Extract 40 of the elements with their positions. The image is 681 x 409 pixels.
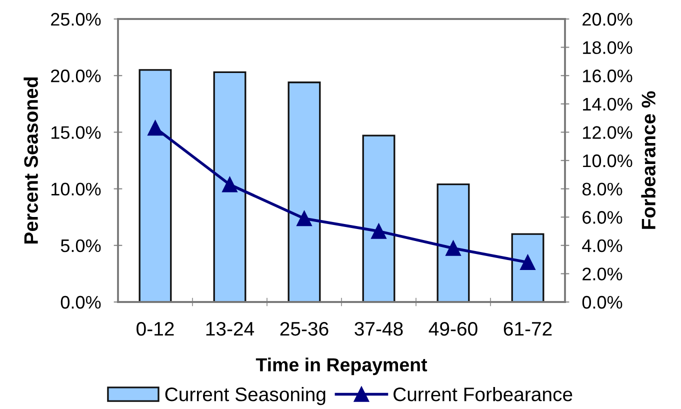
point: [148, 120, 163, 136]
legend-label: Current Forbearance: [394, 386, 572, 402]
y-tick-label: 15.0%: [52, 126, 101, 139]
y2-tick-label: 12.0%: [583, 126, 632, 139]
bar: [288, 82, 321, 302]
x-tick-label: 37-48: [354, 322, 403, 336]
x-axis-title: Time in Repayment: [256, 358, 428, 376]
bar: [213, 71, 246, 302]
x-tick-label: 61-72: [504, 322, 552, 336]
y-axis-title: Percent Seasoned: [24, 77, 38, 244]
bar: [436, 183, 470, 302]
bar: [138, 69, 172, 302]
y-tick-label: 5.0%: [60, 239, 101, 252]
point: [296, 210, 312, 226]
y2-tick-label: 14.0%: [583, 98, 632, 111]
x-tick-label: 0-12: [136, 322, 174, 336]
y-tick-label: 10.0%: [52, 182, 101, 196]
y-tick-label: 20.0%: [51, 70, 101, 82]
y2-tick-label: 4.0%: [582, 239, 622, 252]
point: [446, 240, 461, 256]
point: [520, 254, 536, 270]
x-tick-label: 49-60: [428, 322, 478, 336]
y2-tick-label: 6.0%: [582, 211, 622, 224]
point: [222, 176, 238, 192]
y2-tick-label: 18.0%: [583, 41, 632, 54]
y2-tick-label: 10.0%: [583, 154, 632, 168]
y2-tick-label: 0.0%: [582, 296, 622, 309]
y2-tick-label: 8.0%: [582, 182, 622, 196]
y2-tick-label: 16.0%: [583, 70, 632, 82]
y2-tick-label: 20.0%: [582, 12, 632, 26]
y2-tick-label: 2.0%: [582, 268, 622, 280]
legend-label: Current Seasoning: [165, 386, 326, 406]
x-tick-label: 25-36: [280, 322, 328, 336]
y-tick-label: 0.0%: [60, 296, 101, 309]
point: [371, 224, 386, 239]
bar: [511, 233, 544, 302]
bar: [362, 134, 396, 302]
y-tick-label: 25.0%: [51, 12, 101, 26]
x-tick-label: 13-24: [206, 322, 254, 336]
y2-axis-title: Forbearance %: [641, 91, 656, 229]
